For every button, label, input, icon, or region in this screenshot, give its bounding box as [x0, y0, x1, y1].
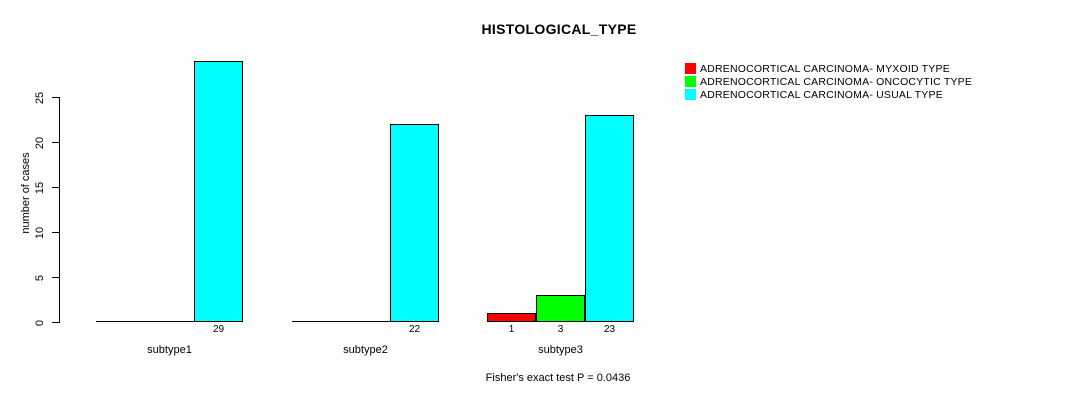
bar-value-label: 23 [603, 324, 616, 335]
y-tick-label: 10 [34, 226, 46, 239]
group-baseline [96, 321, 243, 322]
bar [194, 61, 243, 322]
y-tick-label: 15 [34, 181, 46, 194]
y-tick [52, 142, 59, 143]
y-tick-label: 25 [34, 91, 46, 104]
x-category-label: subtype2 [343, 344, 388, 356]
legend-label: ADRENOCORTICAL CARCINOMA- MYXOID TYPE [700, 62, 950, 75]
legend-item: ADRENOCORTICAL CARCINOMA- ONCOCYTIC TYPE [685, 75, 972, 88]
bar-value-label: 29 [212, 324, 225, 335]
bar-value-label: 1 [508, 324, 515, 335]
legend: ADRENOCORTICAL CARCINOMA- MYXOID TYPE ADR… [685, 62, 972, 101]
legend-label: ADRENOCORTICAL CARCINOMA- USUAL TYPE [700, 88, 943, 101]
x-category-label: subtype3 [538, 344, 583, 356]
legend-item: ADRENOCORTICAL CARCINOMA- MYXOID TYPE [685, 62, 972, 75]
legend-swatch [685, 76, 696, 87]
y-tick [52, 187, 59, 188]
bar-value-label: 3 [557, 324, 564, 335]
bar [390, 124, 439, 322]
group-baseline [292, 321, 439, 322]
bar [487, 313, 536, 322]
fisher-test-note: Fisher's exact test P = 0.0436 [485, 372, 631, 384]
y-tick-label: 20 [34, 136, 46, 149]
y-tick-label: 5 [34, 274, 46, 281]
bar [585, 115, 634, 322]
bar [536, 295, 585, 322]
y-tick-label: 0 [34, 319, 46, 326]
legend-swatch [685, 63, 696, 74]
x-category-label: subtype1 [147, 344, 192, 356]
legend-item: ADRENOCORTICAL CARCINOMA- USUAL TYPE [685, 88, 972, 101]
y-tick [52, 97, 59, 98]
legend-label: ADRENOCORTICAL CARCINOMA- ONCOCYTIC TYPE [700, 75, 973, 88]
y-axis-line [59, 97, 60, 323]
y-tick [52, 232, 59, 233]
chart-title: HISTOLOGICAL_TYPE [481, 21, 637, 37]
bar-value-label: 22 [408, 324, 421, 335]
y-axis-title: number of cases [20, 152, 32, 234]
y-tick [52, 277, 59, 278]
legend-swatch [685, 89, 696, 100]
y-tick [52, 322, 59, 323]
